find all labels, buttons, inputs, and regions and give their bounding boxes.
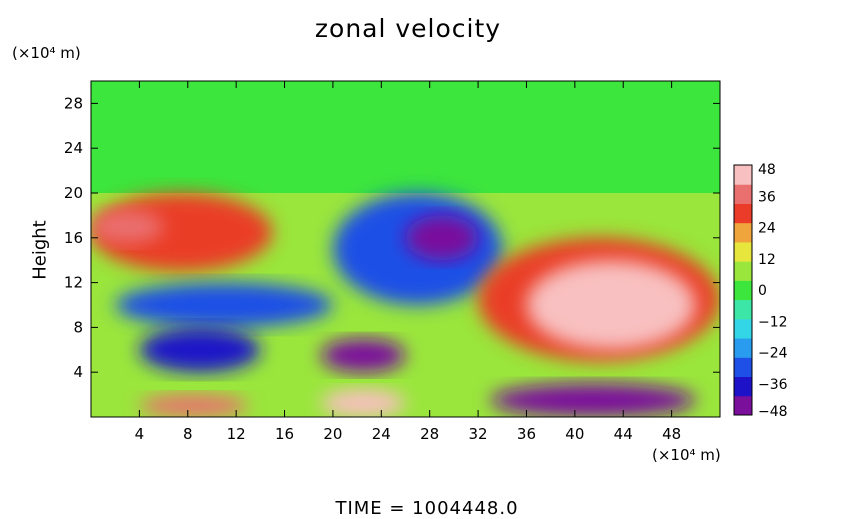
field-region	[320, 389, 406, 417]
field-region	[405, 215, 479, 261]
field-region	[139, 394, 249, 417]
y-axis-unit-label: (×10⁴ m)	[12, 44, 81, 62]
plot-frame	[90, 80, 721, 418]
field-region	[91, 209, 164, 244]
colorbar-segment	[734, 357, 752, 378]
y-tick-label: 4	[73, 363, 83, 381]
x-tick-label: 28	[420, 425, 439, 443]
colorbar-tick-label: 24	[758, 221, 776, 237]
colorbar-tick-label: 48	[758, 162, 776, 178]
colorbar-tick-label: 12	[758, 252, 776, 268]
x-tick-label: 36	[517, 425, 536, 443]
x-tick-label: 40	[565, 425, 584, 443]
colorbar-frame	[733, 164, 753, 416]
x-tick-label: 44	[614, 425, 633, 443]
colorbar-tick-label: −36	[758, 377, 788, 393]
colorbar: 48 36 24 12 0 −12 −24 −36 −48	[733, 162, 788, 420]
x-tick-label: 24	[372, 425, 391, 443]
field-region	[526, 260, 696, 350]
colorbar-segment	[734, 203, 752, 224]
field-region	[139, 327, 261, 373]
field-region	[490, 383, 696, 417]
y-axis: 4 8 12 16 20 24 28	[64, 94, 720, 381]
x-axis-unit-label: (×10⁴ m)	[652, 446, 721, 464]
x-tick-label: 16	[275, 425, 294, 443]
y-tick-label: 20	[64, 184, 83, 202]
colorbar-segment	[734, 299, 752, 320]
colorbar-segment	[734, 376, 752, 397]
field-region	[320, 338, 406, 373]
field-region	[115, 282, 333, 328]
colorbar-segment	[734, 261, 752, 281]
x-tick-label: 48	[662, 425, 681, 443]
colorbar-tick-label: 36	[758, 189, 776, 205]
chart-title: zonal velocity	[314, 14, 502, 43]
y-tick-label: 8	[73, 318, 83, 336]
colorbar-segment	[734, 338, 752, 358]
time-footer: TIME = 1004448.0	[335, 498, 519, 519]
colorbar-segment	[734, 241, 752, 262]
colorbar-tick-label: −48	[758, 404, 788, 420]
velocity-field	[91, 81, 720, 417]
field-region	[91, 81, 720, 193]
x-tick-label: 32	[469, 425, 488, 443]
x-tick-label: 4	[135, 425, 145, 443]
x-tick-label: 12	[227, 425, 246, 443]
y-tick-label: 12	[64, 274, 83, 292]
y-tick-label: 24	[64, 139, 83, 157]
colorbar-segment	[734, 165, 752, 185]
colorbar-segment	[734, 280, 752, 301]
colorbar-tick-label: −12	[758, 314, 788, 330]
y-tick-label: 16	[64, 229, 83, 247]
y-tick-label: 28	[64, 94, 83, 112]
colorbar-segment	[734, 395, 752, 416]
colorbar-tick-label: −24	[758, 346, 788, 362]
colorbar-tick-label: 0	[758, 283, 767, 299]
colorbar-segment	[734, 222, 752, 243]
colorbar-segment	[734, 184, 752, 204]
x-tick-label: 8	[183, 425, 193, 443]
x-tick-label: 20	[323, 425, 342, 443]
colorbar-segment	[734, 318, 752, 339]
x-axis: 4 8 12 16 20 24 28 32 36 40 44 48	[135, 81, 681, 443]
